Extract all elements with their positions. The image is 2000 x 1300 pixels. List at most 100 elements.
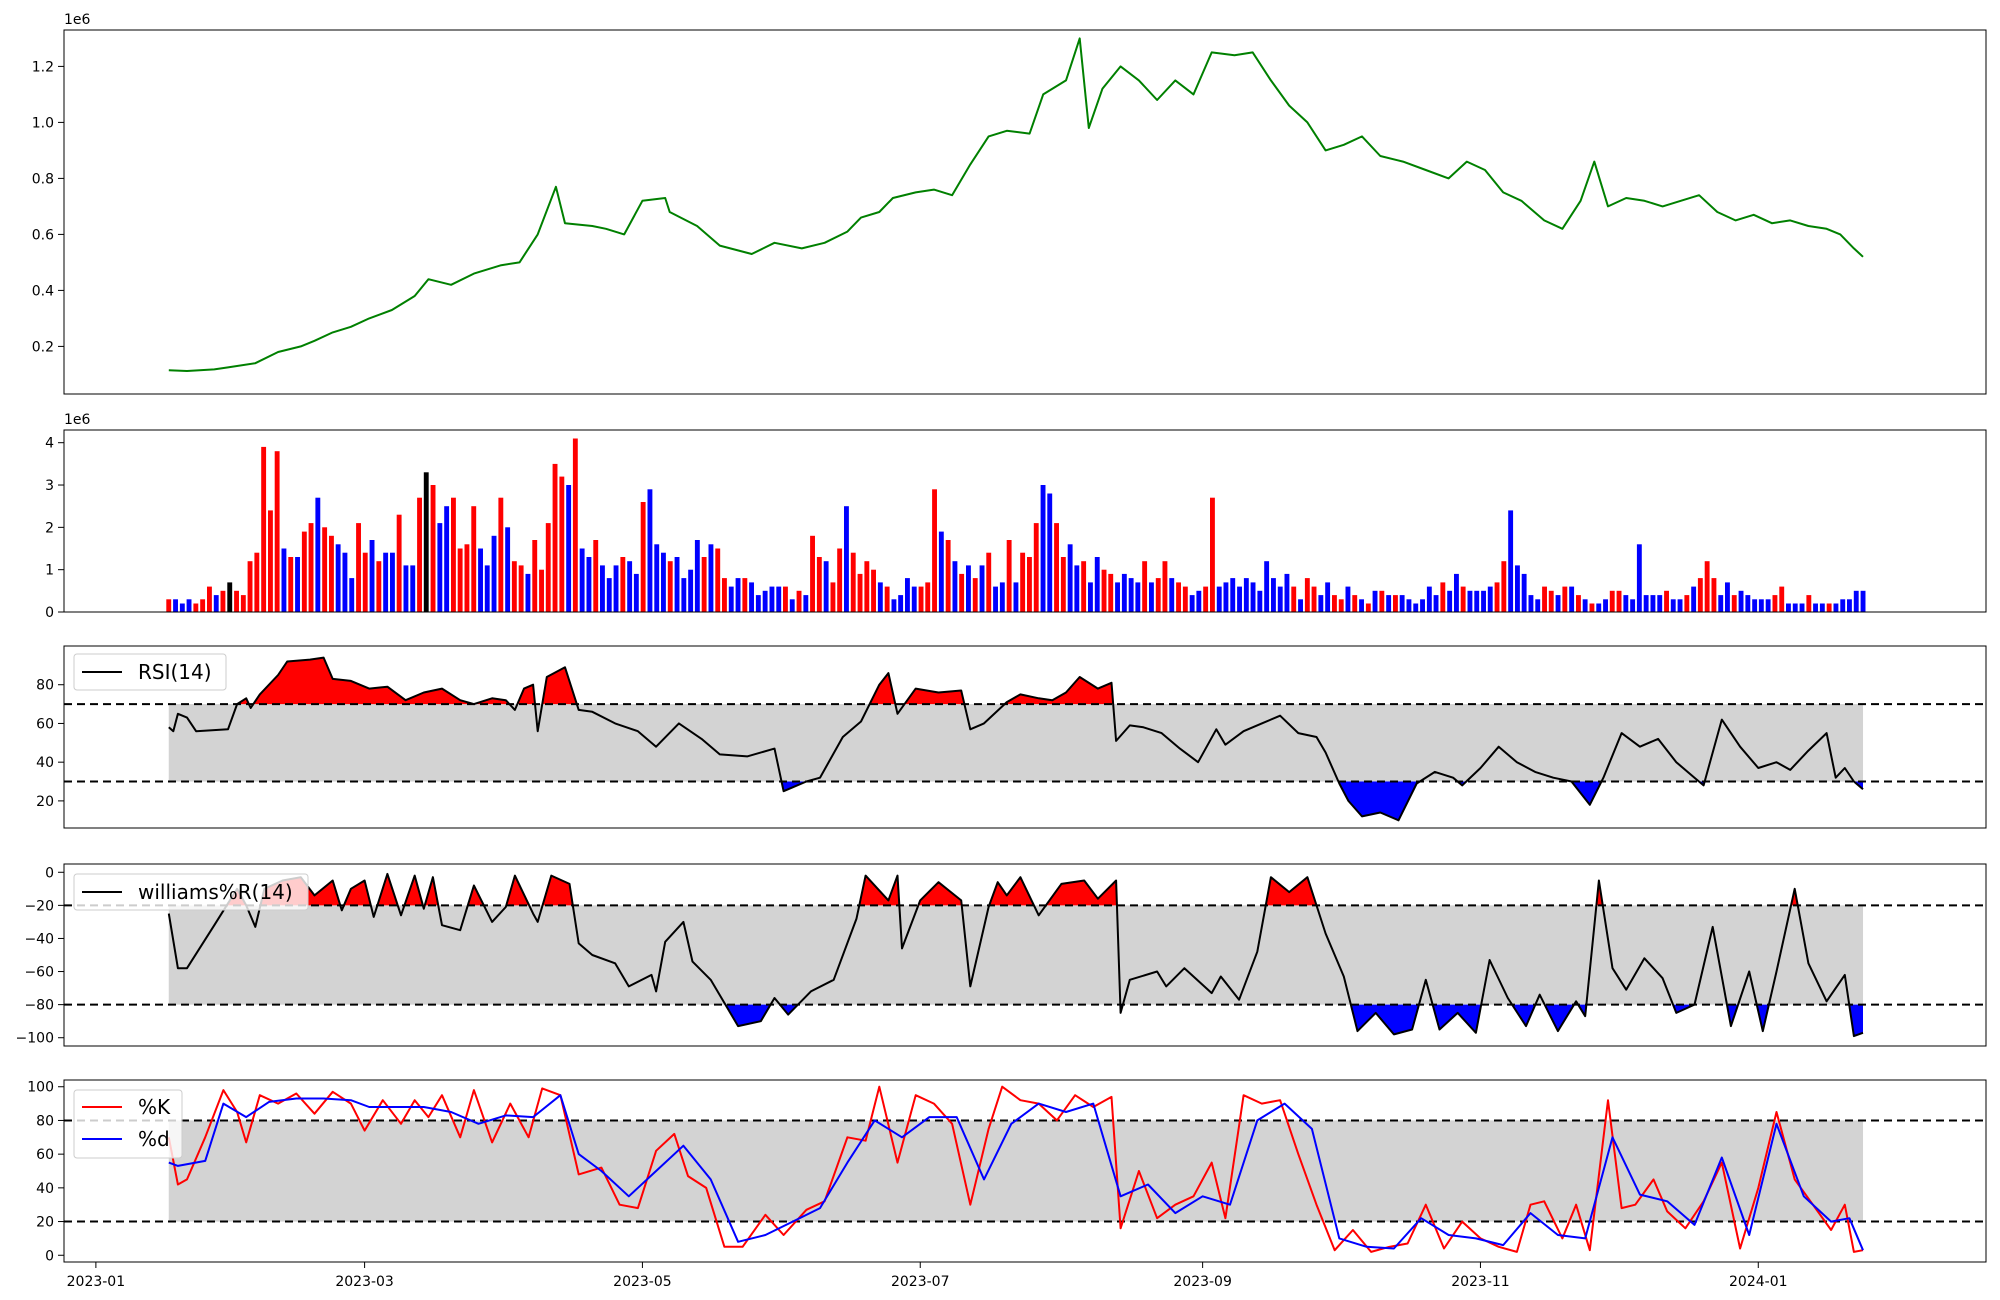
- d-legend-label: %d: [138, 1127, 170, 1151]
- price-ytick-label: 0.2: [32, 339, 54, 355]
- volume-bar: [884, 586, 890, 612]
- stochastic-legend: %K %d: [73, 1089, 183, 1159]
- volume-bar: [329, 535, 334, 612]
- volume-bar: [1210, 497, 1215, 612]
- volume-bar: [1460, 586, 1466, 612]
- volume-bar: [451, 497, 456, 612]
- volume-bar: [1609, 590, 1615, 612]
- volume-bar: [301, 531, 307, 612]
- volume-bar: [681, 578, 687, 612]
- price-ytick-label: 1.2: [32, 59, 54, 75]
- volume-bar: [240, 595, 246, 612]
- volume-bar: [1406, 599, 1412, 612]
- volume-bar: [755, 595, 761, 612]
- volume-bar: [234, 590, 239, 612]
- volume-bar: [1596, 603, 1602, 612]
- volume-bar: [1454, 573, 1459, 612]
- volume-bar: [708, 544, 714, 612]
- volume-bar: [1664, 590, 1669, 612]
- volume-bar: [1515, 565, 1520, 612]
- volume-bar: [1691, 586, 1697, 612]
- volume-bar: [789, 599, 795, 612]
- volume-bar: [1182, 586, 1188, 612]
- volume-bar: [1704, 561, 1710, 612]
- price-ytick-label: 0.4: [32, 283, 54, 299]
- volume-bar: [1318, 595, 1324, 612]
- williams-overbought-fill: [168, 873, 1863, 906]
- volume-bar: [1548, 590, 1554, 612]
- williams-panel: −100 −80 −60 −40 −20 0: [16, 863, 1987, 1047]
- rsi-line: [168, 656, 1864, 822]
- volume-ytick-label: 4: [45, 436, 54, 452]
- volume-bar: [403, 565, 409, 612]
- volume-bar: [1630, 599, 1636, 612]
- volume-bar: [1230, 578, 1236, 612]
- volume-bar: [1684, 595, 1690, 612]
- williams-line: [167, 872, 1864, 1038]
- d-line: [168, 1094, 1864, 1251]
- volume-ytick-label: 1: [45, 563, 54, 579]
- volume-bar: [1108, 573, 1114, 612]
- volume-bar: [1169, 578, 1175, 612]
- volume-bar: [1128, 578, 1134, 612]
- volume-bar: [905, 578, 910, 612]
- volume-bar: [891, 599, 897, 612]
- volume-bar: [722, 578, 727, 612]
- volume-bar: [1786, 603, 1791, 612]
- volume-bar: [966, 565, 971, 612]
- volume-bar: [586, 557, 592, 612]
- volume-bar: [1501, 561, 1507, 612]
- volume-bar: [1189, 595, 1195, 612]
- volume-bar: [1758, 599, 1764, 612]
- rsi-ytick-label: 60: [36, 716, 54, 732]
- volume-bar: [539, 569, 544, 612]
- volume-bar: [600, 565, 605, 612]
- volume-bar: [1325, 582, 1331, 612]
- williams-ytick-label: −20: [24, 898, 54, 914]
- volume-bar: [518, 565, 524, 612]
- volume-bar: [1765, 599, 1771, 612]
- volume-bar: [1447, 590, 1453, 612]
- rsi-legend: RSI(14): [73, 653, 227, 691]
- volume-bar: [505, 527, 511, 612]
- volume-bar: [1298, 599, 1303, 612]
- volume-bar: [803, 595, 809, 612]
- volume-bar: [877, 582, 883, 612]
- volume-bar: [1393, 595, 1398, 612]
- volume-bar: [864, 561, 870, 612]
- date-tick-label: 2023-11: [1451, 1274, 1510, 1290]
- volume-bar: [227, 582, 233, 612]
- volume-bar: [166, 599, 172, 612]
- volume-bar: [274, 451, 280, 612]
- volume-bar: [1250, 582, 1256, 612]
- volume-bar: [1027, 557, 1032, 612]
- volume-bar: [762, 590, 768, 612]
- rsi-frame: [63, 645, 1987, 829]
- date-tick-label: 2024-01: [1729, 1274, 1788, 1290]
- volume-bar: [1840, 599, 1846, 612]
- volume-bar: [871, 569, 876, 612]
- volume-bar: [471, 506, 477, 612]
- volume-bar: [1304, 578, 1310, 612]
- volume-bar: [627, 561, 633, 612]
- volume-bar: [1860, 590, 1866, 612]
- volume-bar: [1162, 561, 1168, 612]
- volume-bar: [390, 552, 395, 612]
- volume-panel: 1e6 0 1 2 3 4: [45, 412, 1987, 621]
- volume-bar: [972, 578, 978, 612]
- volume-bar: [1853, 590, 1859, 612]
- volume-bar: [342, 552, 348, 612]
- volume-bar: [1284, 573, 1290, 612]
- volume-bar: [633, 573, 639, 612]
- williams-ytick-label: −100: [16, 1031, 54, 1047]
- volume-bar: [1799, 603, 1805, 612]
- volume-ytick-label: 2: [45, 520, 54, 536]
- volume-bar: [1176, 582, 1181, 612]
- volume-bar: [410, 565, 416, 612]
- volume-bar: [464, 544, 470, 612]
- price-ytick-label: 0.6: [32, 227, 54, 243]
- volume-bar: [1643, 595, 1649, 612]
- volume-bar: [1155, 578, 1161, 612]
- volume-bar: [1819, 603, 1825, 612]
